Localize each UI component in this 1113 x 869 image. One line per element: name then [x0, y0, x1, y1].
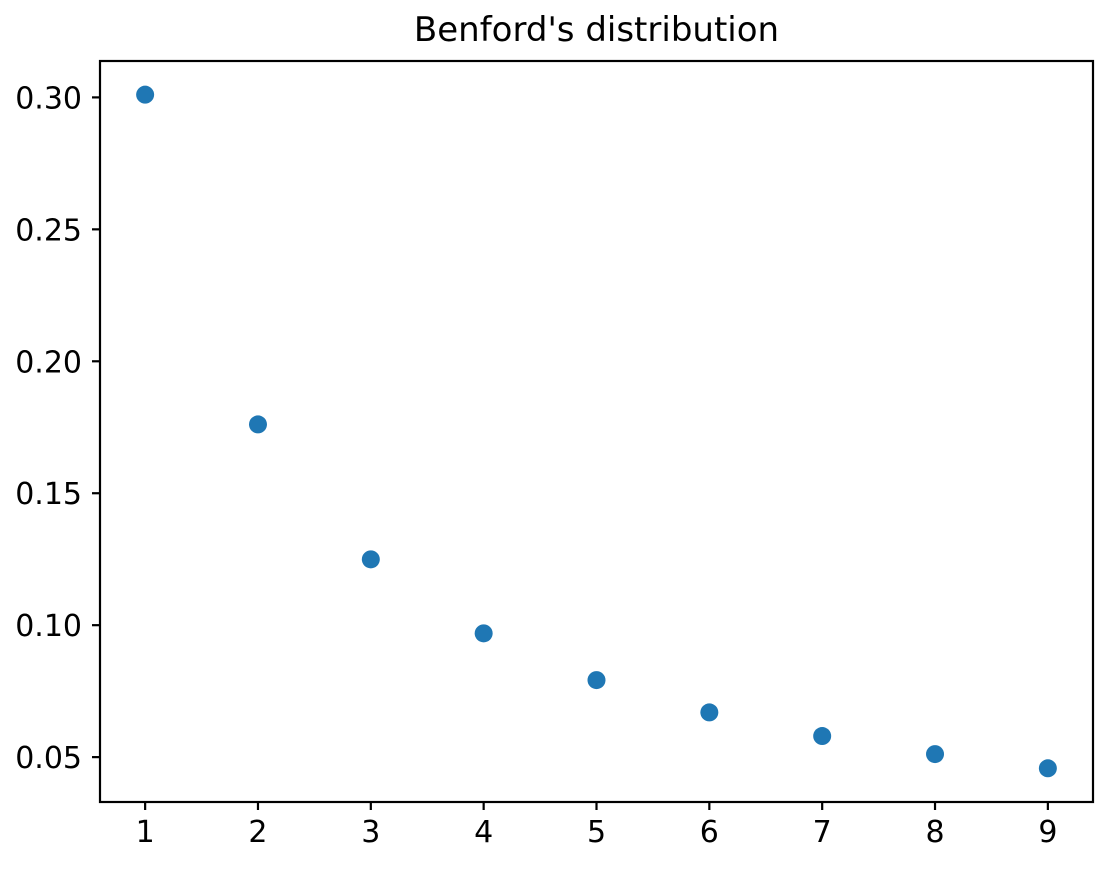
y-tick-label: 0.10: [15, 609, 82, 644]
x-tick-label: 6: [700, 815, 719, 850]
x-tick-label: 1: [136, 815, 155, 850]
data-point: [700, 703, 719, 722]
data-point: [474, 624, 493, 643]
x-tick-label: 5: [587, 815, 606, 850]
axes-frame: [98, 59, 1095, 804]
x-tick-label: 8: [925, 815, 944, 850]
y-tick-label: 0.30: [15, 81, 82, 116]
x-tick-label: 3: [361, 815, 380, 850]
chart-title: Benford's distribution: [413, 10, 780, 50]
data-point: [926, 745, 945, 764]
x-tick-label: 7: [813, 815, 832, 850]
data-point: [361, 550, 380, 569]
x-tick-label: 2: [248, 815, 267, 850]
data-point: [813, 727, 832, 746]
data-point: [1038, 759, 1057, 778]
y-tick-label: 0.25: [15, 213, 82, 248]
x-tick-label: 4: [474, 815, 493, 850]
x-tick-label: 9: [1038, 815, 1057, 850]
data-point: [248, 415, 267, 434]
y-tick-label: 0.20: [15, 345, 82, 380]
y-tick-label: 0.15: [15, 477, 82, 512]
data-point: [136, 85, 155, 104]
y-tick-label: 0.05: [15, 741, 82, 776]
data-point: [587, 671, 606, 690]
